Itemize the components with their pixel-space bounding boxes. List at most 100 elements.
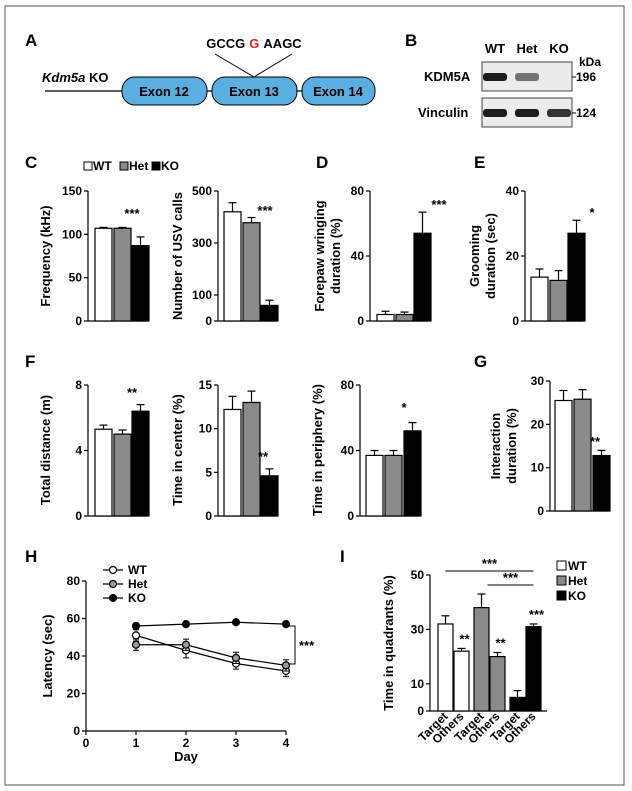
y-tick-label: 20	[67, 687, 81, 701]
y-tick-label: 0	[75, 314, 82, 328]
y-tick-label: 15	[199, 378, 213, 392]
legend-c-swatch-ko	[151, 161, 161, 171]
blot-bands	[483, 73, 571, 117]
panel-label-c: C	[25, 153, 37, 172]
y-axis-label-line: duration (sec)	[483, 213, 498, 299]
bar	[549, 279, 568, 322]
panel-label-b: B	[405, 31, 417, 50]
y-tick-label: 0	[417, 704, 424, 718]
y-tick-label: 150	[62, 184, 82, 198]
exon-13-label: Exon 13	[229, 84, 279, 99]
x-tick-label: 0	[83, 736, 90, 750]
y-tick-label: 30	[411, 622, 425, 636]
blot-band	[515, 73, 539, 81]
legend-i-label-wt: WT	[568, 559, 587, 573]
construct-label: Kdm5a KO	[42, 70, 108, 85]
legend-c-swatch-het	[119, 161, 129, 171]
y-tick-label: 0	[357, 314, 364, 328]
y-axis-label-line: Interaction	[488, 413, 503, 480]
panel-label-h: H	[25, 547, 37, 566]
significance-marker: ***	[257, 203, 273, 218]
construct-suffix: KO	[85, 70, 108, 85]
bar	[473, 607, 490, 712]
significance-marker: ***	[431, 197, 447, 212]
significance-marker: **	[258, 449, 269, 464]
figure-border	[4, 5, 625, 786]
bar	[260, 304, 279, 322]
panel-label-a: A	[25, 31, 37, 50]
panel-label-f: F	[25, 352, 35, 371]
bar	[437, 623, 454, 712]
bar	[113, 227, 132, 322]
y-tick-label: 10	[531, 461, 545, 475]
bar	[131, 245, 150, 322]
sequence-left: GCCG	[206, 36, 245, 51]
bar	[131, 410, 150, 517]
y-axis-label: Time in center (%)	[170, 394, 185, 506]
y-axis-label: Latency (sec)	[40, 614, 55, 697]
bar	[525, 626, 542, 712]
legend-c-label-het: Het	[129, 159, 148, 173]
mw-196: 196	[576, 70, 596, 84]
legend-i-swatch-ko	[556, 590, 567, 601]
chart-time-in-periphery: 0 40 80 Time in periphery (%) *	[310, 378, 422, 523]
y-tick-label: 80	[341, 378, 355, 392]
comparison-marker: ***	[503, 570, 519, 585]
y-tick-label: 0	[537, 504, 544, 518]
legend-i-label-het: Het	[568, 574, 587, 588]
y-tick-label: 500	[192, 184, 212, 198]
significance-marker: **	[459, 631, 470, 646]
seq-line-left	[214, 53, 255, 78]
exon-14-box	[301, 76, 376, 106]
y-axis-label-line: Grooming	[467, 225, 482, 287]
y-tick-label: 50	[411, 568, 425, 582]
legend-i-swatch-wt	[556, 560, 567, 571]
bar	[592, 454, 611, 512]
bar	[223, 211, 242, 322]
x-axis-label: Day	[174, 749, 199, 764]
comparison-marker: ***	[482, 556, 498, 571]
panel-label-e: E	[474, 153, 485, 172]
y-tick-label: 10	[199, 422, 213, 436]
y-axis-label: Time in periphery (%)	[310, 384, 325, 516]
exon-12-box	[121, 76, 208, 106]
legend-c-swatch-wt	[83, 161, 93, 171]
y-tick-label: 20	[506, 249, 520, 263]
seq-line-right	[253, 53, 293, 78]
y-tick-label: 0	[75, 509, 82, 523]
series-line	[136, 644, 287, 666]
y-tick-label: 300	[192, 236, 212, 250]
data-point	[131, 640, 141, 649]
legend-i-label-ko: KO	[568, 589, 586, 603]
panel-label-g: G	[474, 352, 487, 371]
y-tick-label: 40	[506, 184, 520, 198]
y-tick-label: 0	[205, 509, 212, 523]
legend-i-swatch-het	[556, 575, 567, 586]
panel-label-i: I	[340, 547, 345, 566]
bar	[573, 398, 592, 512]
bar	[567, 232, 586, 322]
y-tick-label: 8	[75, 378, 82, 392]
x-tick-label: 4	[283, 736, 290, 750]
blot-band	[515, 109, 539, 117]
bar	[113, 433, 132, 517]
significance-marker: *	[401, 400, 407, 415]
blot-label-vinculin: Vinculin	[418, 105, 468, 120]
chart-forepaw-wringing: 0 40 80 Forepaw wringingduration (%) ***	[312, 184, 448, 328]
legend-marker	[108, 565, 118, 575]
sequence-mutation: G	[249, 36, 259, 51]
legend-label: KO	[128, 591, 146, 605]
blot-band	[483, 109, 507, 117]
bar	[530, 276, 549, 322]
y-tick-label: 80	[67, 574, 81, 588]
data-point	[231, 653, 241, 662]
y-tick-label: 0	[347, 509, 354, 523]
y-axis-label: Groomingduration (sec)	[467, 213, 498, 299]
y-axis-label: Number of USV calls	[170, 192, 185, 320]
significance-marker: **	[127, 385, 138, 400]
bar	[453, 650, 470, 712]
y-axis-label-line: Forepaw wringing	[312, 200, 327, 311]
chart-interaction-duration: 0 10 20 30 Interactionduration (%) **	[488, 374, 611, 518]
